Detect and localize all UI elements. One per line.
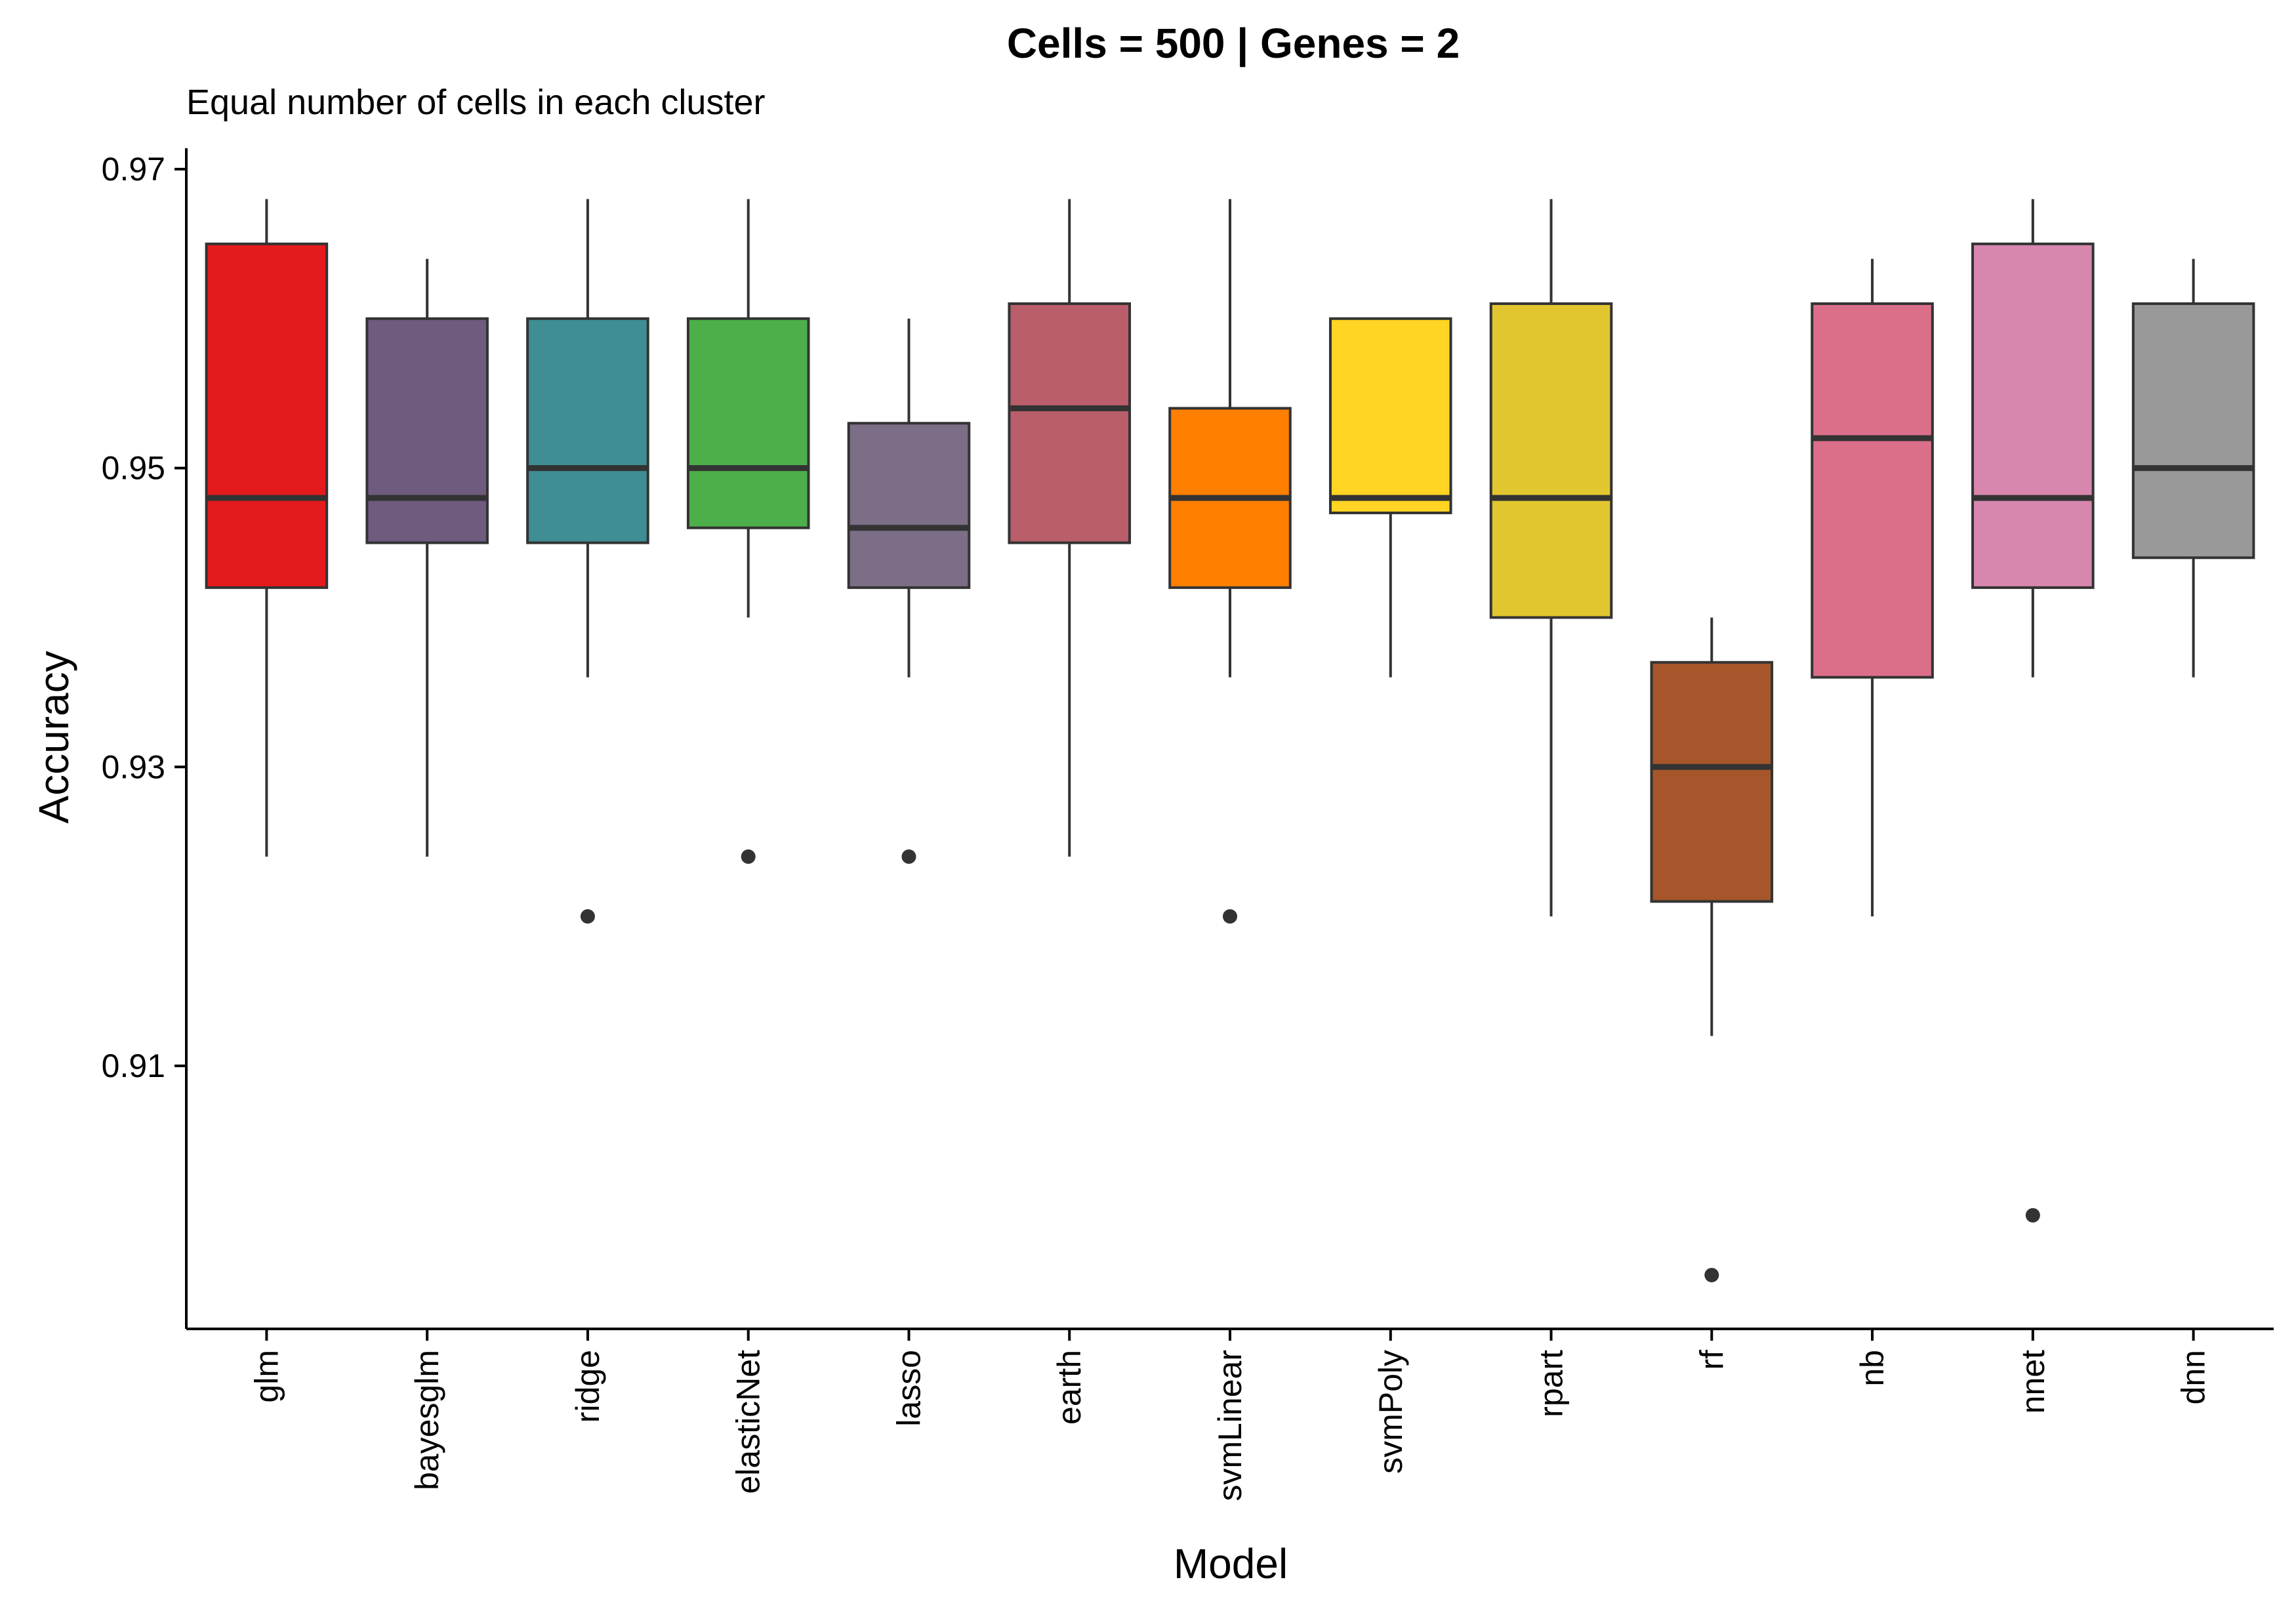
x-tick-label: lasso <box>890 1350 927 1427</box>
outlier-point <box>901 849 916 864</box>
y-tick-label: 0.93 <box>102 748 165 785</box>
x-axis-title: Model <box>1174 1540 1288 1587</box>
outlier-point <box>2025 1208 2040 1223</box>
box-rect <box>1489 302 1613 619</box>
box-elasticNet <box>686 199 810 864</box>
box-lasso <box>847 318 971 864</box>
box-nb <box>1811 258 1934 917</box>
outlier-point <box>741 849 756 864</box>
box-svmPoly <box>1328 317 1452 678</box>
box-rpart <box>1489 199 1613 917</box>
box-rect <box>1971 242 2095 589</box>
box-rect <box>2131 302 2255 559</box>
box-glm <box>205 199 329 857</box>
x-tick-label: dnn <box>2175 1350 2212 1404</box>
box-rect <box>365 317 489 544</box>
x-tick-label: ridge <box>569 1350 606 1423</box>
box-rf <box>1650 617 1774 1282</box>
x-tick-label: nb <box>1854 1350 1891 1387</box>
box-rect <box>1008 302 1132 544</box>
box-bayesglm <box>365 258 489 857</box>
x-tick-label: rf <box>1693 1350 1730 1370</box>
box-svmLinear <box>1168 199 1292 924</box>
x-tick-label: glm <box>248 1350 285 1403</box>
x-tick-label: rpart <box>1533 1350 1570 1417</box>
box-rect <box>1811 302 1934 679</box>
outlier-point <box>1704 1267 1719 1282</box>
x-tick-label: svmPoly <box>1372 1350 1409 1474</box>
chart-subtitle: Equal number of cells in each cluster <box>186 83 765 122</box>
box-ridge <box>526 199 649 924</box>
box-rect <box>686 317 810 529</box>
box-nnet <box>1971 199 2095 1223</box>
outlier-point <box>1223 909 1237 924</box>
x-tick-label: earth <box>1051 1350 1088 1425</box>
y-axis-title: Accuracy <box>30 651 77 823</box>
x-tick-label: nnet <box>2015 1350 2051 1414</box>
box-rect <box>1328 317 1452 514</box>
box-rect <box>526 317 649 544</box>
x-tick-label: elasticNet <box>730 1350 767 1494</box>
y-tick-label: 0.95 <box>102 450 165 487</box>
box-rect <box>205 242 329 589</box>
box-rect <box>847 422 971 589</box>
outlier-point <box>580 909 595 924</box>
y-tick-label: 0.91 <box>102 1048 165 1084</box>
box-earth <box>1008 199 1132 857</box>
x-tick-label: bayesglm <box>409 1350 445 1490</box>
box-rect <box>1650 661 1774 903</box>
chart-title: Cells = 500 | Genes = 2 <box>1007 20 1460 68</box>
plot-area <box>205 199 2255 1282</box>
y-tick-label: 0.97 <box>102 151 165 188</box>
x-tick-label: svmLinear <box>1212 1350 1248 1501</box>
box-dnn <box>2131 258 2255 678</box>
